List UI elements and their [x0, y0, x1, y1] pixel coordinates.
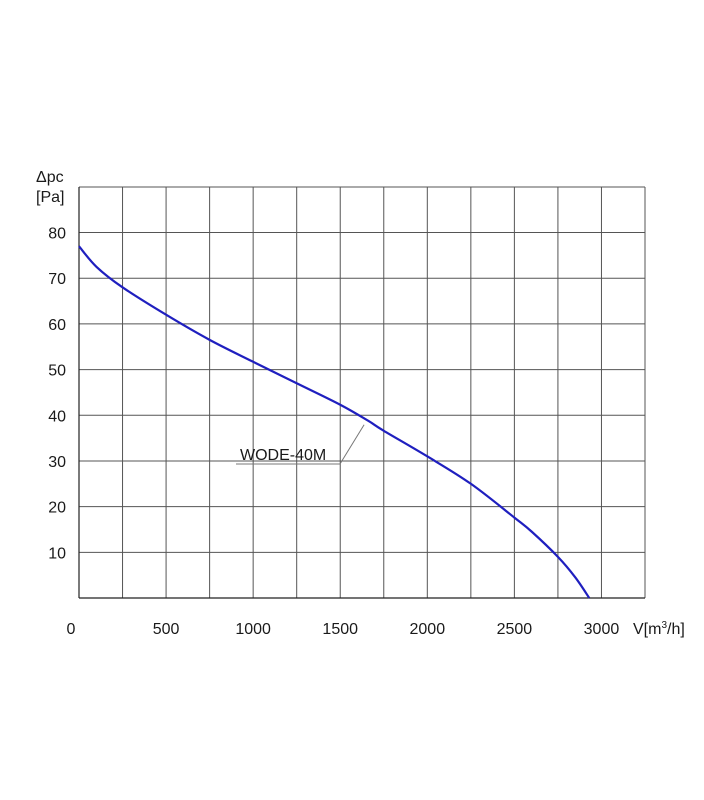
x-tick-label: 1000 [235, 621, 271, 638]
y-tick-label: 20 [48, 500, 66, 517]
x-tick-labels: 0 500 1000 1500 2000 2500 3000 [67, 621, 620, 638]
x-axis-title-sup: 3 [661, 620, 667, 631]
y-axis-unit: [Pa] [36, 189, 64, 206]
x-tick-label: 2500 [497, 621, 533, 638]
x-tick-label: 3000 [584, 621, 620, 638]
grid [78, 186, 646, 599]
y-tick-label: 10 [48, 545, 66, 562]
y-tick-label: 70 [48, 271, 66, 288]
y-tick-label: 50 [48, 363, 66, 380]
y-tick-label: 80 [48, 226, 66, 243]
series-line-wode-40m [78, 245, 591, 599]
y-tick-labels: 10 20 30 40 50 60 70 80 [48, 226, 66, 563]
x-tick-label: 1500 [322, 621, 358, 638]
y-tick-label: 30 [48, 454, 66, 471]
x-tick-label: 500 [153, 621, 180, 638]
series-layer [78, 245, 591, 599]
y-tick-label: 40 [48, 408, 66, 425]
x-axis-title-base: V[m [633, 621, 661, 638]
x-tick-label: 2000 [410, 621, 446, 638]
series-label-wode-40m: WODE-40M [240, 447, 326, 464]
x-axis-title: V[m3/h] [633, 620, 685, 638]
y-axis-title: Δpc [36, 169, 64, 186]
x-tick-label: 0 [67, 621, 76, 638]
annotation-leader-line [339, 424, 365, 465]
y-tick-label: 60 [48, 317, 66, 334]
x-axis-title-tail: /h] [667, 621, 685, 638]
annotation: WODE-40M [236, 424, 365, 465]
